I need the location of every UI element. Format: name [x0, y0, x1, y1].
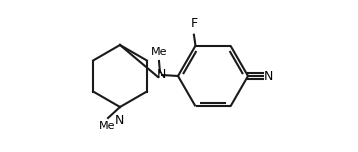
Text: Me: Me: [99, 121, 115, 131]
Text: N: N: [264, 69, 274, 83]
Text: Me: Me: [151, 47, 167, 57]
Text: N: N: [114, 114, 124, 127]
Text: N: N: [156, 68, 166, 81]
Text: F: F: [190, 17, 198, 30]
